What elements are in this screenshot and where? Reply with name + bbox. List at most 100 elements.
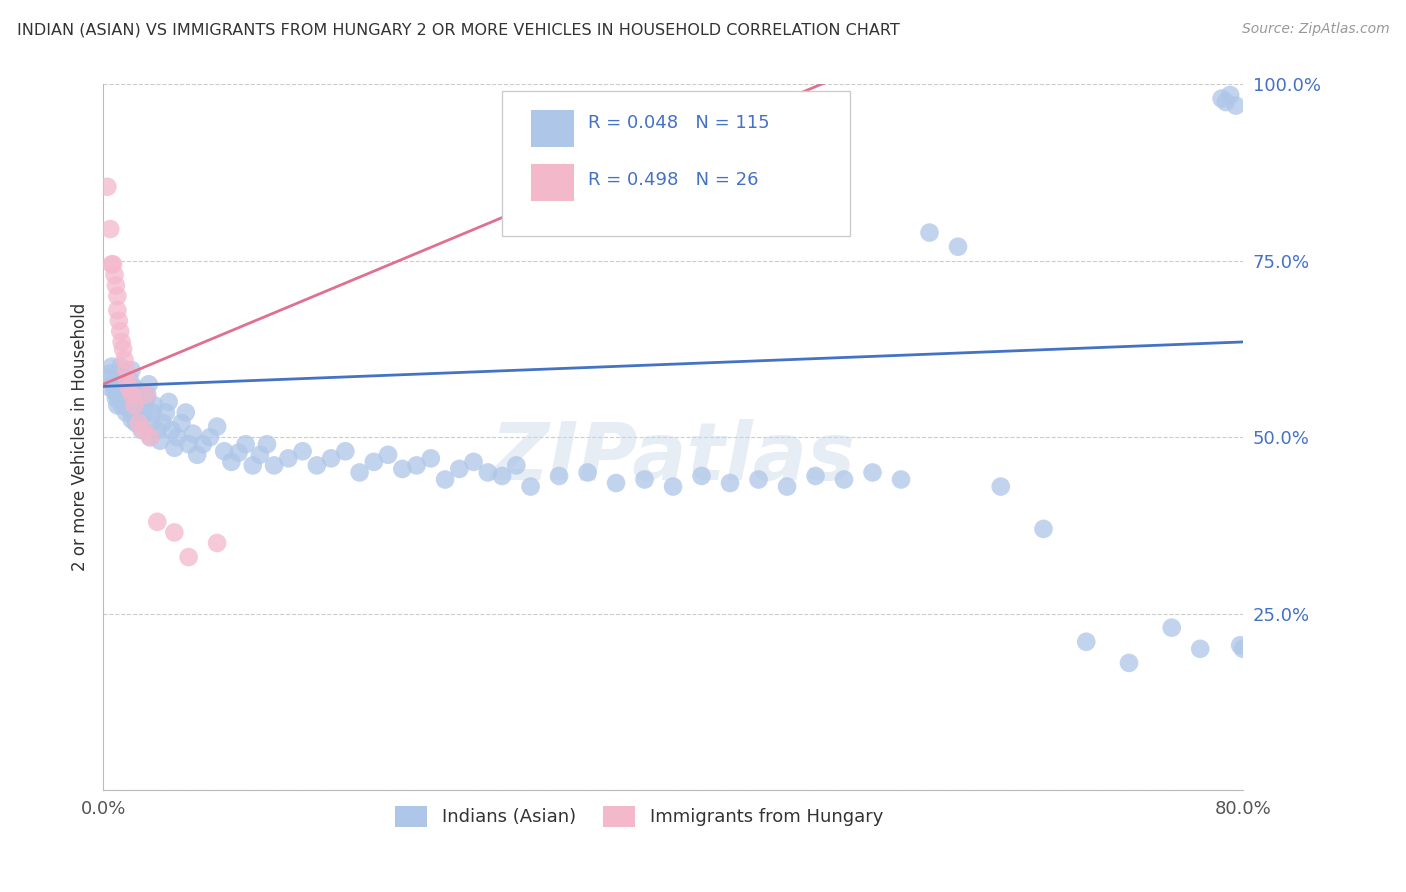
Point: [98, 222, 121, 236]
Point: [990, 479, 1012, 493]
Text: Source: ZipAtlas.com: Source: ZipAtlas.com: [1241, 22, 1389, 37]
Point: [117, 377, 139, 392]
Legend: Indians (Asian), Immigrants from Hungary: Indians (Asian), Immigrants from Hungary: [388, 798, 890, 834]
Point: [117, 374, 139, 388]
Point: [505, 458, 527, 473]
Point: [918, 226, 941, 240]
Point: [205, 419, 228, 434]
Point: [804, 469, 827, 483]
Point: [477, 466, 499, 480]
Point: [335, 444, 357, 458]
Point: [124, 381, 146, 395]
Point: [221, 455, 243, 469]
Point: [132, 409, 155, 423]
Point: [155, 405, 177, 419]
Point: [105, 388, 128, 402]
Point: [103, 268, 125, 282]
Bar: [530, 164, 574, 201]
Point: [136, 388, 159, 402]
Point: [101, 257, 124, 271]
Point: [242, 458, 264, 473]
Point: [111, 399, 134, 413]
Point: [135, 392, 157, 406]
Point: [110, 392, 132, 406]
Y-axis label: 2 or more Vehicles in Household: 2 or more Vehicles in Household: [72, 303, 89, 571]
Point: [149, 434, 172, 448]
Point: [111, 334, 134, 349]
Point: [121, 412, 143, 426]
Point: [633, 473, 655, 487]
Point: [718, 476, 741, 491]
Point: [1232, 641, 1254, 656]
Point: [142, 405, 165, 419]
Point: [1032, 522, 1054, 536]
Point: [98, 381, 121, 395]
Point: [377, 448, 399, 462]
Point: [419, 451, 441, 466]
Point: [174, 405, 197, 419]
Point: [117, 395, 139, 409]
Point: [124, 399, 146, 413]
Point: [205, 536, 228, 550]
Text: ZIPatlas: ZIPatlas: [491, 419, 856, 498]
Point: [1118, 656, 1140, 670]
Point: [946, 240, 969, 254]
Point: [132, 423, 155, 437]
Point: [128, 395, 150, 409]
Point: [96, 179, 118, 194]
Point: [115, 363, 138, 377]
Point: [101, 377, 124, 392]
Point: [146, 515, 169, 529]
Point: [776, 479, 799, 493]
Point: [1219, 88, 1241, 103]
Point: [104, 392, 127, 406]
Point: [112, 381, 135, 395]
Point: [890, 473, 912, 487]
Point: [212, 444, 235, 458]
Point: [748, 473, 770, 487]
Point: [177, 437, 200, 451]
Point: [125, 416, 148, 430]
Point: [111, 384, 134, 399]
Point: [1189, 641, 1212, 656]
Point: [152, 416, 174, 430]
Text: R = 0.498   N = 26: R = 0.498 N = 26: [588, 170, 758, 189]
Point: [107, 367, 129, 381]
Point: [121, 363, 143, 377]
Point: [319, 451, 342, 466]
Point: [277, 451, 299, 466]
Point: [103, 384, 125, 399]
Point: [405, 458, 427, 473]
Point: [129, 384, 152, 399]
Point: [177, 550, 200, 565]
Point: [127, 405, 149, 419]
Point: [146, 423, 169, 437]
Point: [139, 430, 162, 444]
Point: [198, 430, 221, 444]
Point: [576, 466, 599, 480]
Point: [548, 469, 571, 483]
FancyBboxPatch shape: [502, 92, 849, 236]
Point: [186, 448, 208, 462]
Point: [118, 401, 141, 416]
Point: [105, 399, 128, 413]
Point: [160, 423, 183, 437]
Point: [134, 399, 156, 413]
Point: [363, 455, 385, 469]
Point: [110, 359, 132, 374]
Point: [491, 469, 513, 483]
Point: [122, 399, 145, 413]
Point: [100, 359, 122, 374]
Point: [138, 377, 160, 392]
Bar: [530, 110, 574, 146]
Point: [105, 374, 128, 388]
Point: [1211, 91, 1233, 105]
Point: [1076, 634, 1098, 648]
Point: [104, 278, 127, 293]
Point: [118, 384, 141, 399]
Point: [519, 479, 541, 493]
Point: [105, 303, 128, 318]
Point: [157, 395, 180, 409]
Point: [862, 466, 884, 480]
Point: [305, 458, 328, 473]
